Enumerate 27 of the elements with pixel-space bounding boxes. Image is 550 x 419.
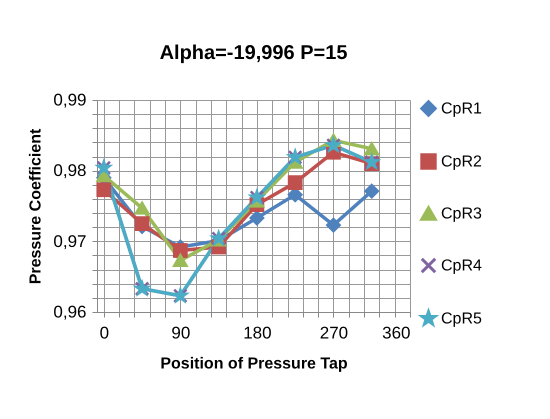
point — [250, 210, 264, 226]
point — [96, 182, 112, 198]
x-axis-title: Position of Pressure Tap — [160, 356, 348, 372]
point — [326, 218, 341, 232]
legend-label: CpR2 — [441, 154, 482, 170]
x-tick-label: 180 — [243, 324, 272, 342]
point — [172, 254, 188, 267]
chart-title: Alpha=-19,996 P=15 — [160, 42, 348, 64]
x-tick-label: 90 — [171, 324, 190, 342]
legend-label: CpR3 — [441, 206, 482, 222]
point — [364, 184, 380, 199]
y-tick-label: 0,98 — [53, 161, 86, 180]
point — [364, 142, 380, 156]
legend-label: CpR5 — [441, 310, 482, 328]
x-tick-label: 360 — [382, 324, 410, 342]
point — [134, 216, 150, 232]
legend-label: CpR4 — [441, 258, 482, 274]
legend-label: CpR1 — [441, 100, 482, 118]
point — [172, 243, 188, 258]
x-tick-label: 270 — [320, 324, 348, 342]
y-axis-title: Pressure Coefficient — [27, 128, 44, 284]
point — [134, 202, 150, 215]
y-tick-label: 0,97 — [53, 232, 86, 251]
point — [288, 175, 303, 190]
x-tick-label: 0 — [100, 324, 110, 342]
y-tick-label: 0,96 — [53, 302, 86, 322]
y-tick-label: 0,99 — [53, 90, 86, 110]
